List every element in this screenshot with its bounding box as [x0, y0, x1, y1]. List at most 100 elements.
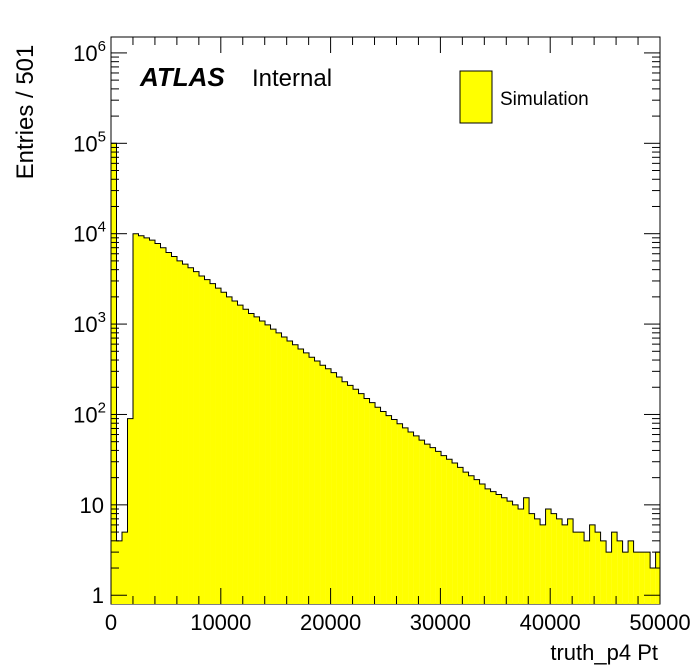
histogram-bar [600, 540, 607, 604]
histogram-bar [435, 451, 442, 604]
histogram-bar [441, 455, 447, 604]
histogram-bar [380, 411, 387, 604]
histogram-bar [567, 518, 574, 604]
internal-label: Internal [252, 65, 332, 92]
histogram-bar [386, 415, 392, 604]
histogram-bar [281, 336, 288, 604]
histogram-bar [314, 361, 321, 604]
histogram-bar [545, 508, 552, 604]
histogram-bar [463, 472, 469, 604]
histogram-bar [622, 552, 629, 604]
legend-label: Simulation [500, 89, 589, 110]
y-tick-label: 106 [73, 38, 106, 66]
legend-swatch [459, 70, 493, 124]
histogram-bar [606, 552, 612, 604]
atlas-label: ATLAS [139, 62, 225, 92]
histogram-bar [523, 497, 530, 604]
histogram-bar [655, 552, 660, 604]
histogram-bar [287, 340, 293, 604]
histogram-bar [474, 479, 480, 604]
histogram-bar [490, 491, 497, 604]
histogram-bar [210, 283, 216, 604]
histogram-bar [419, 440, 425, 604]
histogram-bar [325, 368, 332, 604]
histogram-bar [633, 552, 640, 604]
histogram-bar [160, 247, 167, 604]
histogram-bar [457, 467, 464, 604]
histogram-bar [166, 252, 172, 604]
histogram-bar [479, 484, 486, 604]
y-tick-label: 105 [73, 128, 106, 156]
histogram-bar [375, 407, 381, 604]
histogram-bar [193, 271, 200, 604]
histogram-bar [496, 494, 502, 604]
histogram-bar [138, 235, 145, 604]
histogram-bar [639, 552, 645, 604]
histogram-bar [413, 435, 420, 604]
histogram-bar [562, 524, 568, 604]
histogram-bar [303, 352, 310, 604]
x-tick-labels: 0 10000 20000 30000 40000 50000 [105, 610, 691, 635]
histogram-bar [501, 497, 508, 604]
histogram-bar [512, 504, 519, 604]
histogram-bar [276, 332, 282, 604]
histogram-bar [507, 501, 513, 604]
histogram-bar [331, 372, 337, 604]
histogram-bar [127, 418, 134, 604]
y-axis-label: Entries / 501 [12, 45, 39, 180]
histogram-bar [644, 552, 651, 604]
histogram-bar [424, 444, 431, 604]
histogram-bar [534, 518, 541, 604]
histogram-bar [342, 381, 348, 604]
histogram-bar [446, 459, 453, 604]
x-tick-label: 0 [105, 610, 117, 635]
histogram-bar [221, 292, 227, 604]
histogram-bar [182, 264, 189, 604]
histogram-bar [584, 540, 590, 604]
histogram-bar [188, 267, 194, 604]
histogram-bar [292, 344, 299, 604]
histogram-bar [628, 540, 634, 604]
histogram-bar [336, 376, 343, 604]
histogram-bar [171, 256, 178, 604]
x-tick-label: 40000 [520, 610, 581, 635]
y-tick-label: 1 [92, 583, 104, 608]
histogram-bar [589, 524, 596, 604]
histogram-bar [122, 532, 128, 604]
histogram-bar [551, 513, 557, 604]
histogram-bar [270, 329, 277, 604]
histogram-bar [248, 313, 255, 604]
y-tick-labels: 1 10 102 103 104 105 106 [73, 38, 106, 608]
x-tick-label: 20000 [300, 610, 361, 635]
x-axis-label: truth_p4 Pt [550, 640, 658, 665]
histogram-bar [149, 240, 156, 604]
histogram-bar [529, 513, 535, 604]
histogram-bar [144, 237, 150, 605]
histogram-outline [110, 142, 661, 604]
histogram-bar [617, 540, 623, 604]
histogram-bar [430, 447, 436, 604]
histogram-bar [215, 288, 222, 604]
histogram-bar [353, 389, 359, 604]
histogram-bar [540, 524, 546, 604]
histogram-bar [650, 568, 656, 604]
histogram-bars [111, 143, 660, 605]
histogram-bar [595, 532, 601, 604]
histogram-bar [358, 393, 365, 604]
y-tick-label: 104 [73, 219, 106, 247]
x-tick-label: 50000 [629, 610, 690, 635]
x-axis-ticks [110, 37, 661, 604]
x-tick-label: 30000 [410, 610, 471, 635]
y-tick-label: 103 [73, 309, 106, 337]
histogram-bar [369, 402, 376, 604]
histogram-bar [199, 276, 205, 604]
histogram-bar [298, 349, 304, 604]
histogram-bar [364, 398, 370, 604]
histogram-bar [320, 365, 326, 604]
histogram-bar [204, 279, 211, 604]
histogram-bar [402, 427, 409, 604]
histogram-bar [237, 305, 244, 604]
histogram-bar [155, 243, 161, 605]
histogram-bar [556, 518, 563, 604]
